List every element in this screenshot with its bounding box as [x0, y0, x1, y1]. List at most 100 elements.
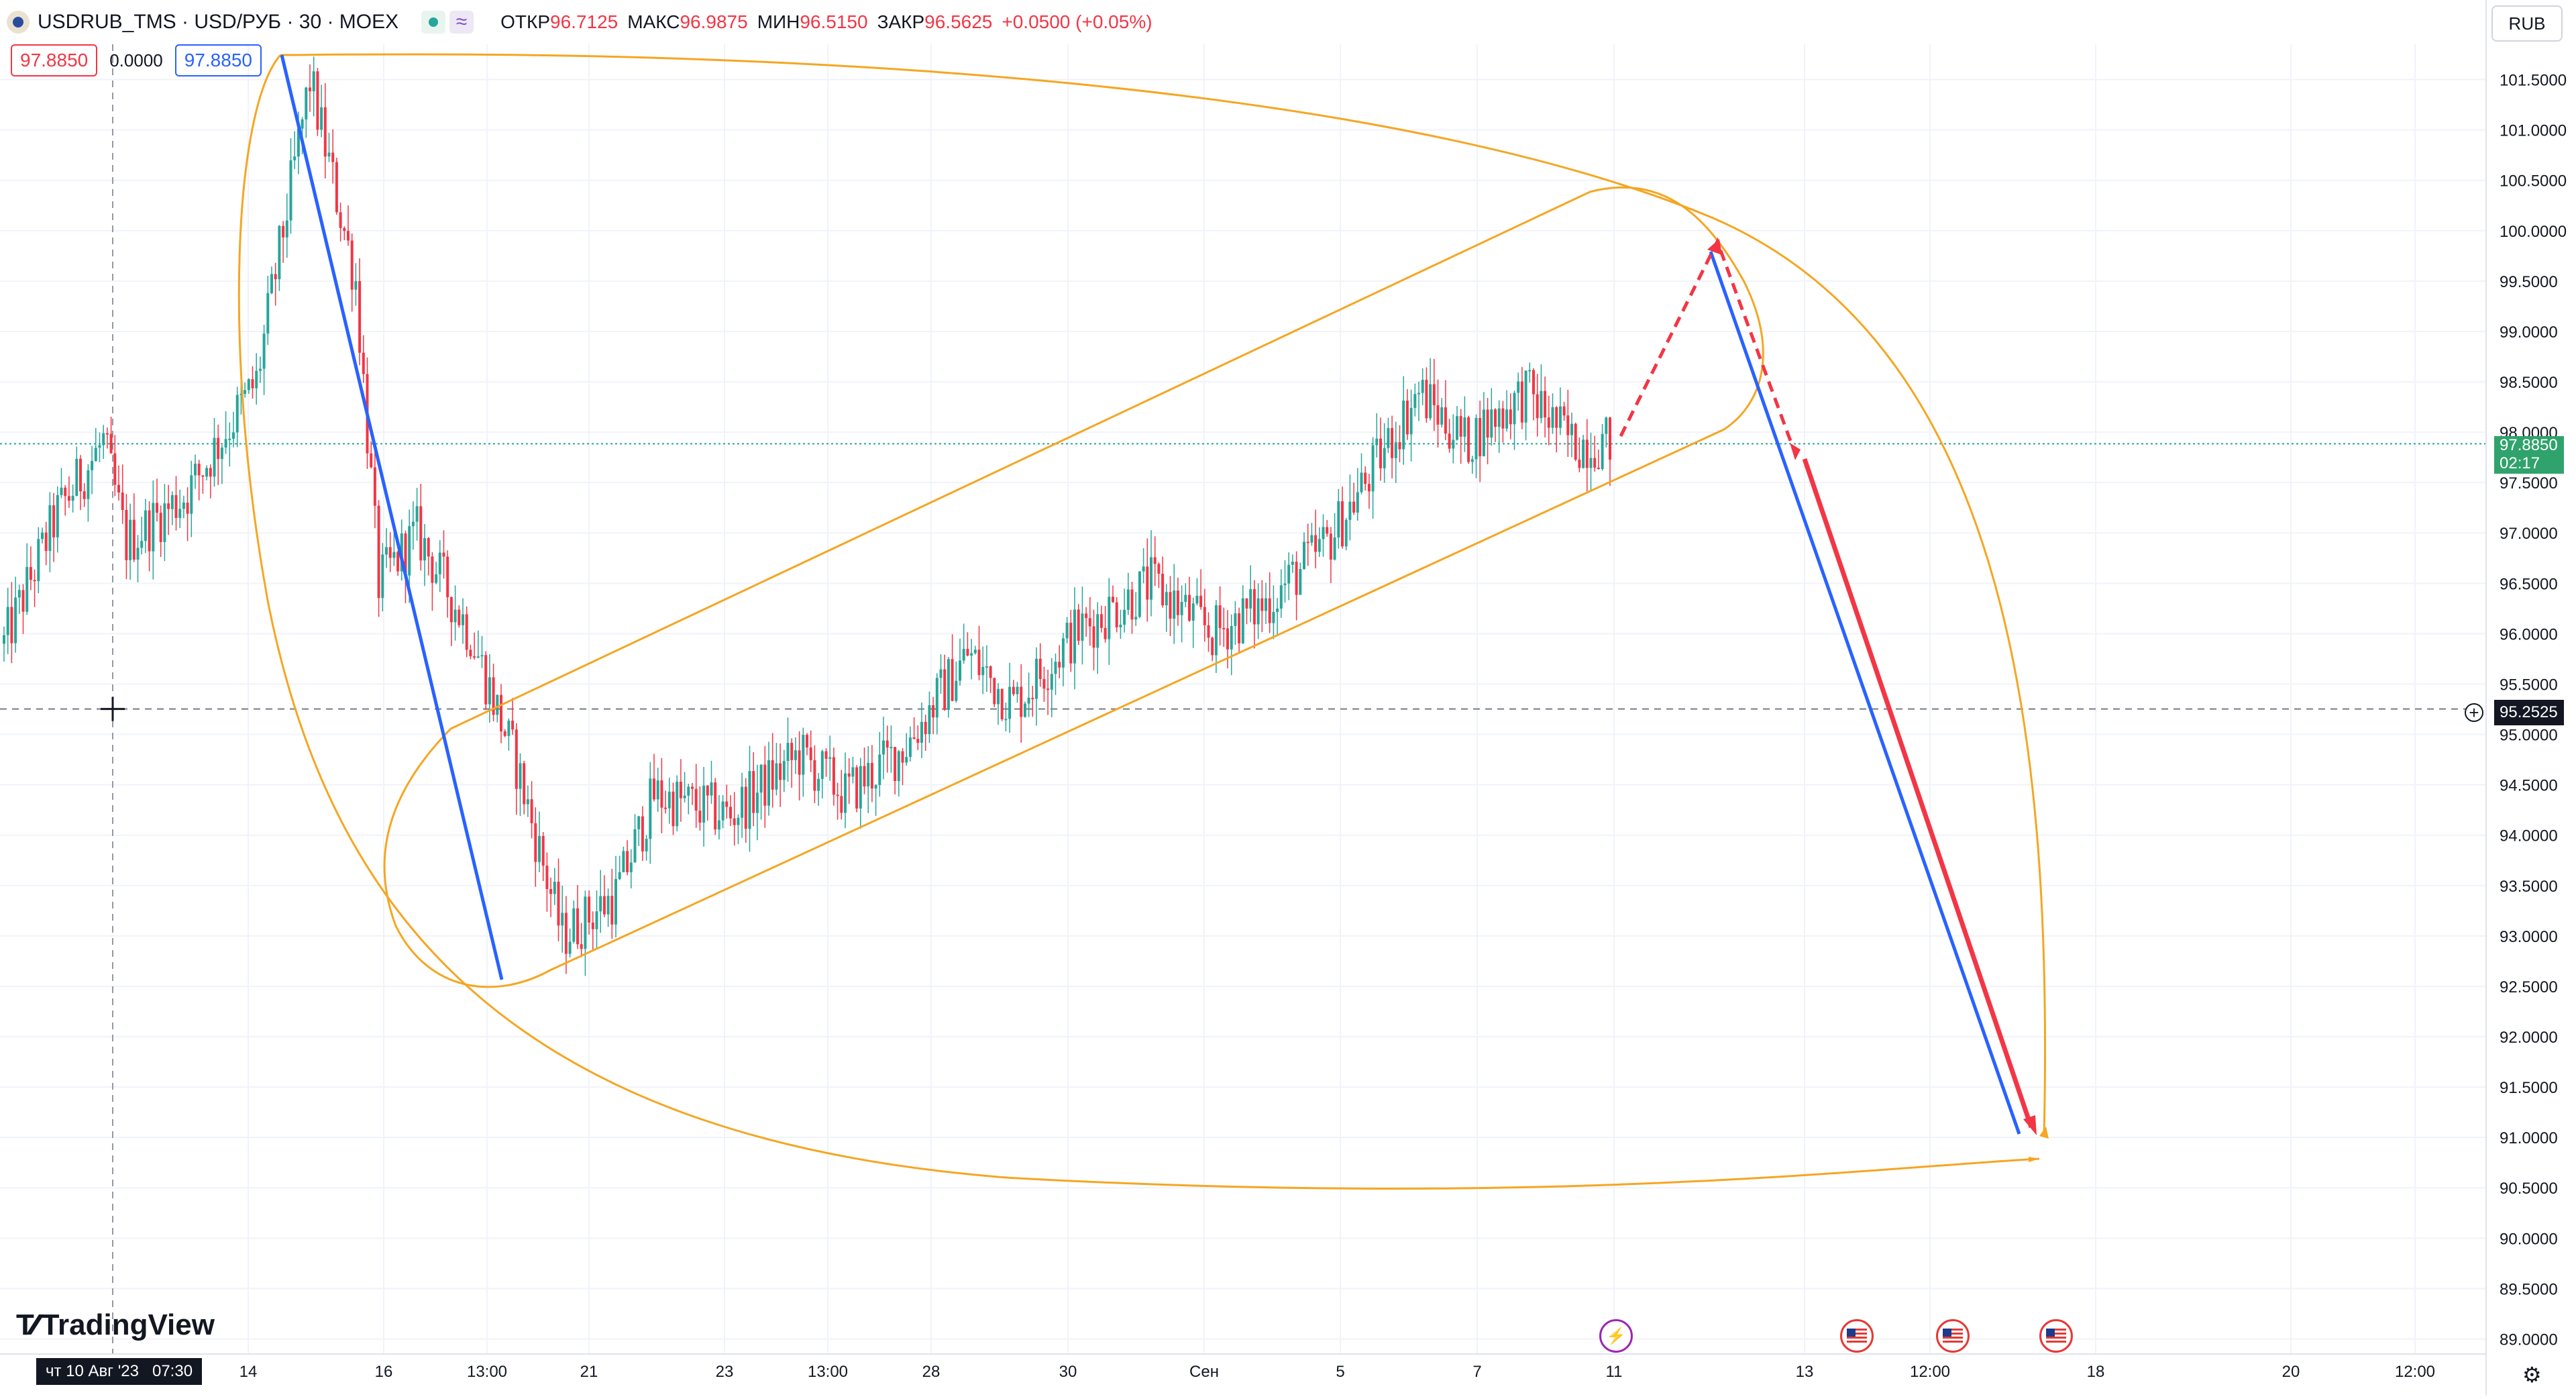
candle-body [622, 851, 625, 872]
x-tick-label: 23 [716, 1363, 734, 1381]
candle-body [1130, 589, 1134, 620]
candle-body [1126, 589, 1130, 610]
candle-body [667, 791, 671, 809]
symbol-title[interactable]: USDRUB_TMS · USD/РУБ · 30 · MOEX [38, 11, 399, 33]
candle-body [737, 817, 740, 825]
candle-body [1585, 439, 1589, 468]
candle-body [1421, 380, 1424, 393]
candle-body [1497, 408, 1501, 427]
candle-body [717, 820, 720, 830]
candle-body [741, 786, 744, 818]
candle-body [676, 782, 679, 827]
candle-body [1191, 603, 1195, 621]
candle-body [912, 737, 916, 739]
candle-body [197, 464, 201, 476]
candle-body [3, 635, 5, 644]
candle-body [327, 152, 331, 157]
candle-body [733, 818, 736, 825]
candle-body [905, 757, 908, 763]
candle-body [1348, 501, 1352, 520]
candle-body [955, 680, 958, 701]
candle-body [1157, 564, 1161, 574]
candle-body [1008, 686, 1012, 719]
candle-body [702, 785, 706, 823]
candle-body [289, 160, 292, 221]
candle-body [1337, 501, 1340, 537]
candle-body [1020, 686, 1023, 717]
candle-body [1180, 602, 1183, 615]
candle-body [920, 721, 923, 743]
candle-body [672, 791, 675, 827]
candle-body [1092, 626, 1095, 648]
buy-price-button[interactable]: 97.8850 [174, 44, 262, 76]
candle-body [316, 71, 319, 130]
settings-gear-icon[interactable]: ⚙ [2522, 1363, 2542, 1387]
candle-body [1241, 598, 1244, 643]
change-value: +0.0500 (+0.05%) [1002, 11, 1152, 32]
x-tick-label: 21 [580, 1363, 598, 1381]
candle-body [1558, 406, 1562, 428]
big-ellipse-upper-arc[interactable] [280, 53, 2047, 1137]
sell-price-button[interactable]: 97.8850 [11, 44, 98, 76]
close-label: ЗАКР [877, 11, 925, 32]
candle-body [282, 225, 285, 238]
candle-body [453, 609, 457, 623]
candle-body [1387, 427, 1390, 448]
candle-body [258, 368, 262, 371]
lightning-event-icon[interactable]: ⚡ [1599, 1319, 1633, 1353]
big-ellipse-lower-arc[interactable] [237, 54, 2040, 1190]
x-tick-label: 7 [1472, 1363, 1481, 1381]
blue-forecast-line[interactable] [1709, 251, 2021, 1135]
candle-body [1448, 433, 1451, 449]
us-flag-event-icon[interactable] [2039, 1319, 2073, 1353]
red-forecast-arrow[interactable] [1802, 458, 2034, 1129]
candle-body [25, 567, 29, 612]
candle-body [1096, 614, 1099, 648]
market-open-icon[interactable] [421, 11, 446, 34]
candle-body [423, 537, 426, 561]
us-flag-event-icon[interactable] [1936, 1319, 1970, 1353]
y-tick-label: 89.5000 [2500, 1280, 2558, 1298]
candle-body [771, 760, 774, 790]
y-tick-label: 101.0000 [2500, 122, 2567, 140]
candle-body [1265, 598, 1267, 611]
add-alert-plus-icon[interactable]: + [2465, 703, 2483, 722]
blue-trend-line[interactable] [280, 54, 504, 980]
high-value: 96.9875 [680, 11, 748, 32]
drawings[interactable] [237, 53, 2049, 1190]
candle-body [320, 107, 323, 130]
red-forecast-arrowhead [2023, 1115, 2037, 1135]
channel-rounded-rect[interactable] [383, 186, 1764, 988]
candle-body [977, 650, 981, 676]
candle-body [194, 464, 197, 476]
candle-body [1609, 417, 1611, 460]
candle-body [1536, 394, 1539, 419]
candle-body [649, 778, 652, 839]
candle-body [1444, 407, 1447, 434]
candle-body [347, 231, 350, 241]
candle-body [1605, 417, 1608, 434]
candle-body [939, 669, 943, 678]
candle-body [813, 760, 816, 791]
candle-body [312, 71, 315, 92]
red-dashed-arrowhead [1790, 443, 1801, 460]
currency-button[interactable]: RUB [2491, 5, 2563, 42]
candle-body [48, 505, 52, 552]
candle-body [767, 760, 770, 806]
candle-body [851, 767, 855, 777]
candle-body [1291, 562, 1294, 565]
candle-body [87, 470, 90, 499]
candle-body [71, 495, 74, 501]
candle-body [1597, 467, 1600, 470]
candle-body [255, 370, 258, 388]
candle-body [1207, 625, 1210, 638]
candle-body [1099, 614, 1103, 628]
candle-body [691, 786, 694, 789]
candle-body [645, 839, 648, 851]
candle-body [1256, 598, 1260, 625]
candle-body [1570, 423, 1573, 435]
delayed-data-icon[interactable]: ≈ [449, 11, 474, 34]
us-flag-event-icon[interactable] [1840, 1319, 1874, 1353]
